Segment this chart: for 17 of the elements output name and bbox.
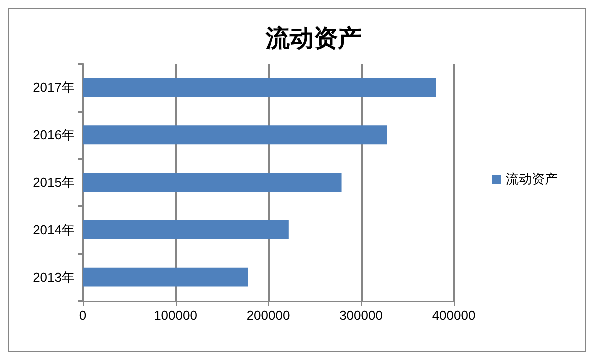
y-tick-label: 2017年: [33, 80, 75, 96]
x-tick-label: 400000: [432, 308, 476, 323]
y-tick-label: 2014年: [33, 222, 75, 238]
bar: [83, 78, 436, 98]
bar: [83, 268, 248, 287]
y-tick-label: 2013年: [33, 270, 75, 285]
x-tick-label: 300000: [340, 308, 383, 323]
legend-label: 流动资产: [506, 172, 558, 188]
x-tick-label: 0: [79, 308, 87, 323]
x-tick-label: 100000: [154, 308, 198, 323]
bar: [83, 173, 342, 192]
chart-title: 流动资产: [265, 24, 362, 52]
y-tick-label: 2015年: [33, 175, 75, 190]
y-tick-label: 2016年: [33, 128, 75, 143]
bar: [83, 220, 289, 240]
x-tick-label: 200000: [246, 308, 290, 323]
bar: [83, 126, 388, 145]
